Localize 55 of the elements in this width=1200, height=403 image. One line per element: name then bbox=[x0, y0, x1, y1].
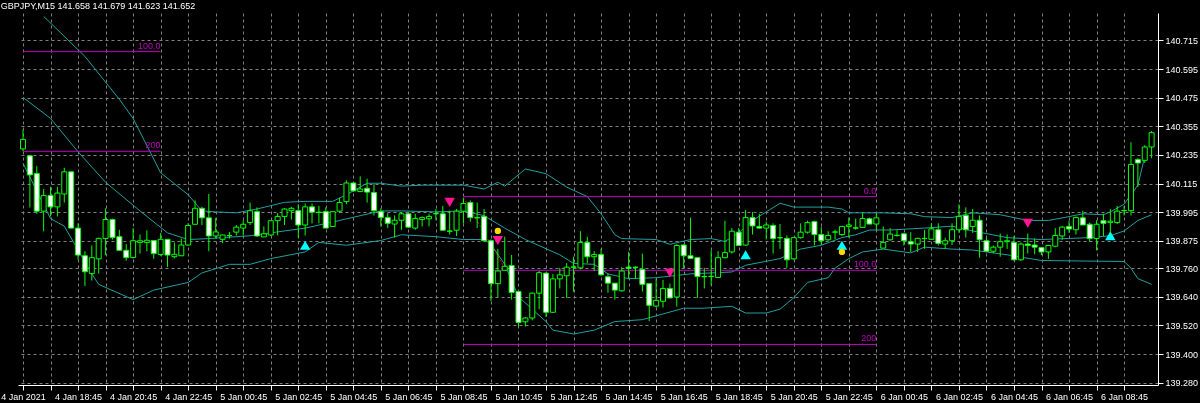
chart-title: GBPJPY,M15 141.658 141.679 141.623 141.652 bbox=[0, 1, 196, 11]
y-tick-label: 139.875 bbox=[1165, 236, 1199, 247]
x-tick-label: 5 Jan 20:45 bbox=[770, 391, 818, 402]
y-tick-label: 140.115 bbox=[1165, 179, 1198, 189]
x-tick-label: 4 Jan 2021 bbox=[1, 391, 46, 402]
y-tick-label: 140.595 bbox=[1165, 64, 1199, 75]
x-tick-label: 5 Jan 22:45 bbox=[825, 391, 873, 402]
x-tick-label: 4 Jan 18:45 bbox=[55, 391, 103, 402]
x-tick-label: 5 Jan 16:45 bbox=[660, 391, 708, 402]
x-tick-label: 5 Jan 00:45 bbox=[220, 391, 268, 402]
point bbox=[838, 248, 846, 256]
x-tick-label: 6 Jan 00:45 bbox=[880, 391, 928, 402]
y-tick-label: 140.475 bbox=[1165, 93, 1199, 104]
x-tick-label: 5 Jan 14:45 bbox=[605, 391, 653, 402]
x-tick-label: 5 Jan 18:45 bbox=[715, 391, 763, 402]
x-tick-label: 6 Jan 02:45 bbox=[935, 391, 983, 402]
annotation: 0.0 bbox=[863, 185, 877, 196]
line-series bbox=[22, 96, 1153, 280]
point bbox=[492, 235, 504, 246]
point bbox=[740, 250, 751, 260]
x-tick-label: 5 Jan 12:45 bbox=[550, 391, 598, 402]
y-tick-label: 139.995 bbox=[1165, 207, 1199, 218]
y-tick-label: 139.760 bbox=[1165, 263, 1199, 274]
annotation: 200 bbox=[861, 333, 877, 344]
x-tick-label: 5 Jan 06:45 bbox=[385, 391, 433, 402]
y-tick-label: 140.235 bbox=[1165, 150, 1199, 161]
x-tick-label: 6 Jan 08:45 bbox=[1101, 391, 1149, 402]
x-tick-label: 6 Jan 06:45 bbox=[1046, 391, 1094, 402]
candlestick bbox=[880, 225, 887, 249]
line-series bbox=[43, 15, 1146, 245]
point bbox=[664, 268, 676, 278]
annotation: 100.0 bbox=[138, 40, 161, 51]
y-tick-label: 140.355 bbox=[1165, 121, 1199, 132]
x-tick-label: 4 Jan 20:45 bbox=[110, 391, 158, 402]
point bbox=[1022, 218, 1033, 228]
x-tick-label: 5 Jan 04:45 bbox=[330, 391, 378, 402]
x-tick-label: 6 Jan 04:45 bbox=[990, 391, 1039, 402]
point bbox=[494, 227, 502, 235]
x-tick-label: 5 Jan 10:45 bbox=[495, 391, 543, 402]
point bbox=[299, 240, 311, 250]
x-tick-label: 4 Jan 22:45 bbox=[165, 391, 213, 402]
y-tick-label: 140.715 bbox=[1165, 35, 1199, 46]
candlestick bbox=[20, 129, 26, 152]
y-tick-label: 139.520 bbox=[1165, 320, 1199, 331]
x-tick-label: 5 Jan 02:45 bbox=[275, 391, 323, 402]
annotation: 200 bbox=[145, 140, 161, 151]
point bbox=[1105, 231, 1116, 241]
line-series bbox=[22, 162, 1153, 335]
point bbox=[444, 197, 455, 207]
y-tick-label: 139.640 bbox=[1165, 292, 1199, 303]
y-tick-label: 139.280 bbox=[1165, 378, 1199, 389]
x-tick-label: 5 Jan 08:45 bbox=[440, 391, 488, 402]
y-tick-label: 139.400 bbox=[1165, 349, 1199, 360]
point bbox=[836, 240, 848, 250]
annotation: 100.0 bbox=[853, 259, 877, 270]
